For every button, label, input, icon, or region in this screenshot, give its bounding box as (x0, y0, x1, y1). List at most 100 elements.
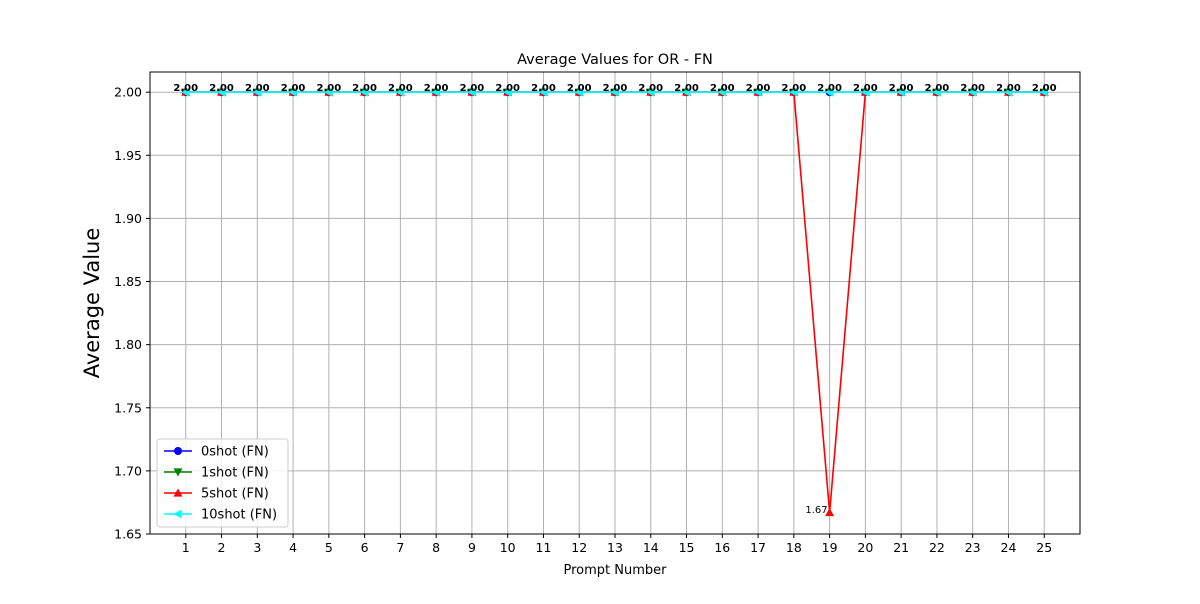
data-label: 2.00 (603, 83, 628, 94)
legend-marker (173, 488, 183, 497)
data-label: 2.00 (281, 83, 306, 94)
data-label: 2.00 (996, 83, 1021, 94)
x-tick-label: 3 (253, 540, 261, 555)
data-point (431, 87, 440, 97)
x-tick-label: 5 (325, 540, 333, 555)
legend-marker (173, 509, 182, 519)
x-tick-label: 19 (822, 540, 838, 555)
y-tick-label: 1.75 (114, 400, 142, 415)
data-label: 2.00 (173, 83, 198, 94)
data-point (825, 508, 835, 517)
data-label: 2.00 (674, 83, 699, 94)
data-label: 2.00 (960, 83, 985, 94)
data-label: 2.00 (495, 83, 520, 94)
x-tick-label: 24 (1001, 540, 1017, 555)
data-point (968, 87, 977, 97)
legend-marker (174, 447, 182, 455)
x-axis-label: Prompt Number (564, 563, 668, 578)
legend-entry: 0shot (FN) (164, 445, 269, 460)
data-point (1003, 87, 1013, 97)
data-point (467, 87, 476, 97)
x-tick-label: 14 (643, 540, 659, 555)
x-tick-label: 9 (468, 540, 476, 555)
data-label: 2.00 (388, 83, 413, 94)
legend-entries: 0shot (FN) 1shot (FN) 5shot (FN) 10shot (FN… (164, 445, 277, 523)
data-label: 2.00 (1032, 83, 1057, 94)
data-point (538, 87, 548, 97)
x-tick-label: 7 (396, 540, 404, 555)
legend-label: 10shot (FN) (201, 508, 277, 523)
data-point (932, 87, 941, 97)
x-tick-label: 12 (571, 540, 587, 555)
y-tick-label: 1.90 (114, 211, 142, 226)
data-label: 2.00 (460, 83, 485, 94)
data-point (1039, 87, 1048, 97)
legend-entry: 10shot (FN) (164, 508, 277, 523)
data-label: 2.00 (424, 83, 449, 94)
data-label: 2.00 (853, 83, 878, 94)
x-tick-label: 11 (536, 540, 552, 555)
legend-box (156, 438, 289, 528)
legend-entry: 1shot (FN) (164, 466, 269, 481)
data-label: 2.00 (209, 83, 234, 94)
y-axis-label: Average Value (80, 228, 104, 379)
data-point (682, 87, 691, 97)
x-tick-label: 15 (679, 540, 695, 555)
data-point (825, 87, 834, 97)
data-point (646, 87, 655, 97)
axis-ticks: 1 2 3 4 5 6 7 8 9 10 11 12 13 14 15 16 17 18 19 20 21 22 23 24 2… (114, 85, 1052, 555)
data-point (753, 87, 762, 97)
data-point (896, 87, 905, 97)
x-tick-label: 25 (1036, 540, 1052, 555)
data-label: 2.00 (245, 83, 270, 94)
y-tick-label: 1.80 (114, 337, 142, 352)
data-point (789, 87, 798, 97)
x-tick-label: 23 (965, 540, 981, 555)
x-tick-label: 20 (857, 540, 873, 555)
data-point (181, 87, 190, 97)
series-lines (181, 87, 1049, 517)
data-label: 2.00 (352, 83, 377, 94)
y-tick-label: 1.85 (114, 274, 142, 289)
data-point (860, 87, 869, 97)
x-tick-label: 1 (182, 540, 190, 555)
data-point (217, 87, 226, 97)
x-tick-label: 21 (893, 540, 909, 555)
legend-label: 0shot (FN) (201, 445, 269, 460)
data-label: 2.00 (317, 83, 342, 94)
data-label: 2.00 (638, 83, 663, 94)
x-tick-label: 22 (929, 540, 945, 555)
data-label: 2.00 (925, 83, 950, 94)
data-point (503, 87, 512, 97)
y-tick-label: 1.65 (114, 527, 142, 542)
data-point (360, 87, 369, 97)
data-point (395, 87, 404, 97)
data-point (288, 87, 297, 97)
data-label: 2.00 (782, 83, 807, 94)
legend: 0shot (FN) 1shot (FN) 5shot (FN) 10shot (FN… (156, 438, 289, 528)
x-tick-label: 10 (500, 540, 516, 555)
x-tick-label: 8 (432, 540, 440, 555)
data-label: 2.00 (746, 83, 771, 94)
data-label: 2.00 (531, 83, 556, 94)
legend-label: 1shot (FN) (201, 466, 269, 481)
annotation-label: 1.67 (805, 505, 827, 516)
data-point (324, 87, 333, 97)
data-label: 2.00 (567, 83, 592, 94)
legend-label: 5shot (FN) (201, 487, 269, 502)
data-label: 2.00 (889, 83, 914, 94)
legend-marker (173, 468, 183, 477)
data-label: 2.00 (710, 83, 735, 94)
y-tick-label: 2.00 (114, 85, 142, 100)
y-tick-label: 1.70 (114, 463, 142, 478)
data-label: 2.00 (817, 83, 842, 94)
x-tick-label: 4 (289, 540, 297, 555)
x-tick-label: 18 (786, 540, 802, 555)
x-tick-label: 2 (218, 540, 226, 555)
data-point (574, 87, 583, 97)
x-tick-label: 16 (714, 540, 730, 555)
legend-entry: 5shot (FN) (164, 487, 269, 502)
data-point (610, 87, 619, 97)
